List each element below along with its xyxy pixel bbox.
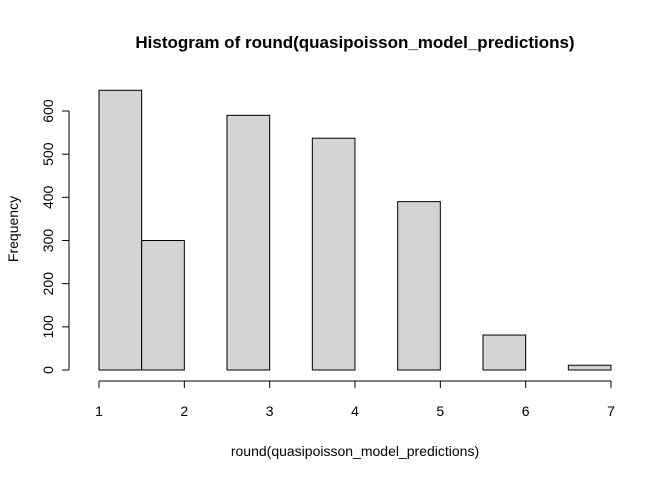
histogram-bars: [98, 89, 612, 371]
y-tick-label: 200: [40, 272, 56, 296]
y-tick-label: 400: [40, 185, 56, 209]
histogram-bar: [98, 89, 143, 371]
y-axis-ticks: 0 100 200 300 400 500 600: [40, 99, 69, 374]
x-tick-label: 2: [180, 403, 188, 419]
x-tick-label: 5: [436, 403, 444, 419]
histogram-bar: [311, 137, 356, 371]
y-axis: 0 100 200 300 400 500 600: [40, 99, 70, 374]
histogram-bar: [226, 114, 271, 371]
histogram-bar: [141, 240, 185, 371]
x-axis: 1 2 3 4 5 6 7: [95, 380, 615, 419]
y-tick-label: 600: [40, 99, 56, 123]
histogram-bar: [397, 201, 441, 371]
x-tick-label: 1: [95, 403, 103, 419]
chart-title: Histogram of round(quasipoisson_model_pr…: [135, 33, 574, 52]
y-tick-label: 0: [40, 366, 56, 374]
x-axis-ticks: 1 2 3 4 5 6 7: [95, 381, 615, 419]
y-axis-label: Frequency: [5, 196, 21, 262]
histogram-bar: [567, 364, 612, 371]
x-tick-label: 4: [351, 403, 359, 419]
x-tick-label: 6: [522, 403, 530, 419]
x-axis-label: round(quasipoisson_model_predictions): [231, 443, 479, 459]
y-tick-label: 500: [40, 142, 56, 166]
histogram-bar: [482, 334, 527, 371]
x-tick-label: 3: [266, 403, 274, 419]
y-tick-label: 300: [40, 229, 56, 253]
y-tick-label: 100: [40, 315, 56, 339]
x-tick-label: 7: [607, 403, 615, 419]
